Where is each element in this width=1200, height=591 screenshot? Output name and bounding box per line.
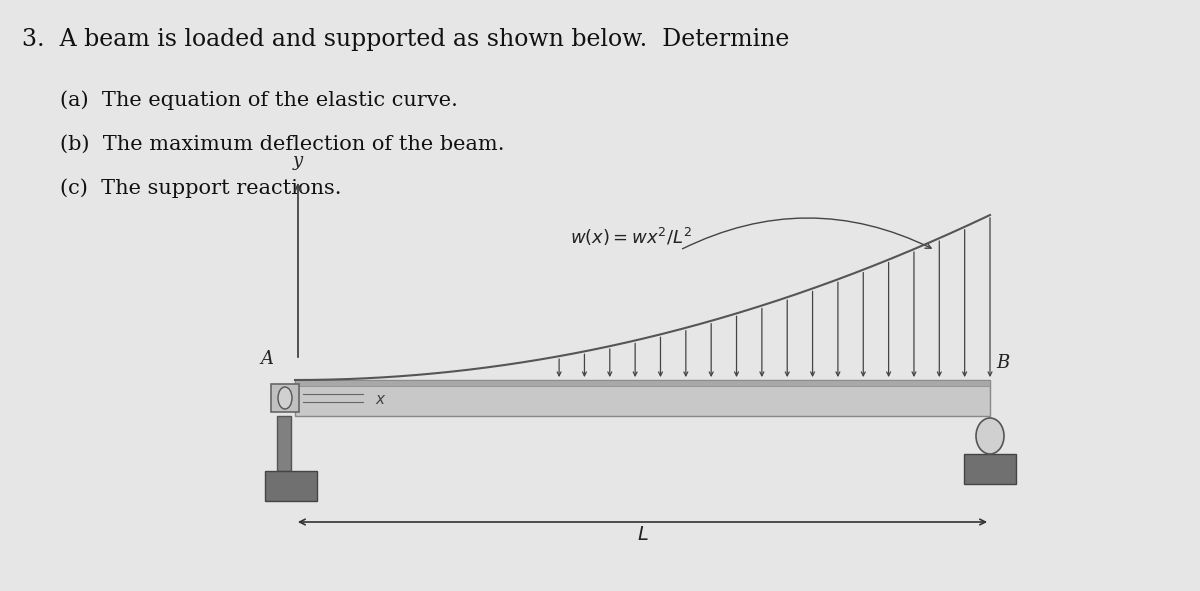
- Text: A: A: [260, 350, 274, 368]
- Text: (c)  The support reactions.: (c) The support reactions.: [60, 178, 342, 197]
- Polygon shape: [295, 380, 990, 386]
- Polygon shape: [964, 454, 1016, 484]
- Text: $w(x) = wx^2/L^2$: $w(x) = wx^2/L^2$: [570, 226, 692, 248]
- Ellipse shape: [278, 387, 292, 409]
- Text: 3.  A beam is loaded and supported as shown below.  Determine: 3. A beam is loaded and supported as sho…: [22, 28, 790, 51]
- Polygon shape: [265, 471, 317, 501]
- Text: $L$: $L$: [637, 526, 648, 544]
- Text: (b)  The maximum deflection of the beam.: (b) The maximum deflection of the beam.: [60, 135, 504, 154]
- Text: $x$: $x$: [374, 393, 386, 407]
- Polygon shape: [271, 384, 299, 412]
- Polygon shape: [295, 380, 990, 416]
- Text: B: B: [996, 354, 1009, 372]
- Text: (a)  The equation of the elastic curve.: (a) The equation of the elastic curve.: [60, 90, 458, 110]
- Ellipse shape: [976, 418, 1004, 454]
- Polygon shape: [277, 416, 292, 471]
- Text: y: y: [293, 152, 304, 170]
